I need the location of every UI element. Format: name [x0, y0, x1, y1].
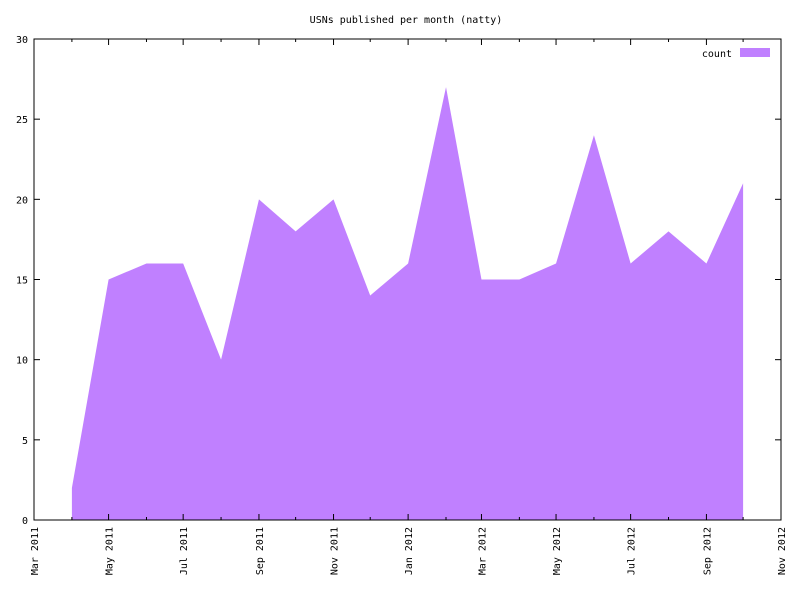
x-tick-label: Sep 2012: [702, 527, 713, 575]
x-tick-label: May 2011: [105, 527, 116, 575]
y-tick-label: 10: [16, 356, 28, 367]
y-tick-label: 30: [16, 35, 28, 46]
x-tick-label: Jul 2011: [179, 527, 190, 575]
y-tick-label: 20: [16, 195, 28, 206]
x-tick-label: Jan 2012: [404, 527, 415, 575]
y-tick-label: 0: [22, 516, 28, 527]
x-tick-label: Jul 2012: [627, 527, 638, 575]
y-tick-label: 25: [16, 115, 28, 126]
plot-area: [71, 87, 744, 520]
legend-label: count: [702, 49, 732, 60]
axes: 0 5 10 15 20 25 30 Mar 2011 May 2011 Jul 2011 Sep …: [16, 35, 788, 575]
legend: count: [702, 48, 770, 60]
x-tick-label: Nov 2011: [330, 527, 341, 575]
x-tick-label: Mar 2011: [30, 527, 41, 575]
x-tick-label: Sep 2011: [255, 527, 266, 575]
x-tick-label: Mar 2012: [477, 527, 488, 575]
area-series-count: [71, 87, 744, 520]
chart-title: USNs published per month (natty): [310, 15, 503, 26]
x-tick-label: May 2012: [552, 527, 563, 575]
legend-swatch: [740, 48, 770, 57]
y-tick-label: 5: [22, 436, 28, 447]
y-tick-label: 15: [16, 276, 28, 287]
x-tick-label: Nov 2012: [777, 527, 788, 575]
